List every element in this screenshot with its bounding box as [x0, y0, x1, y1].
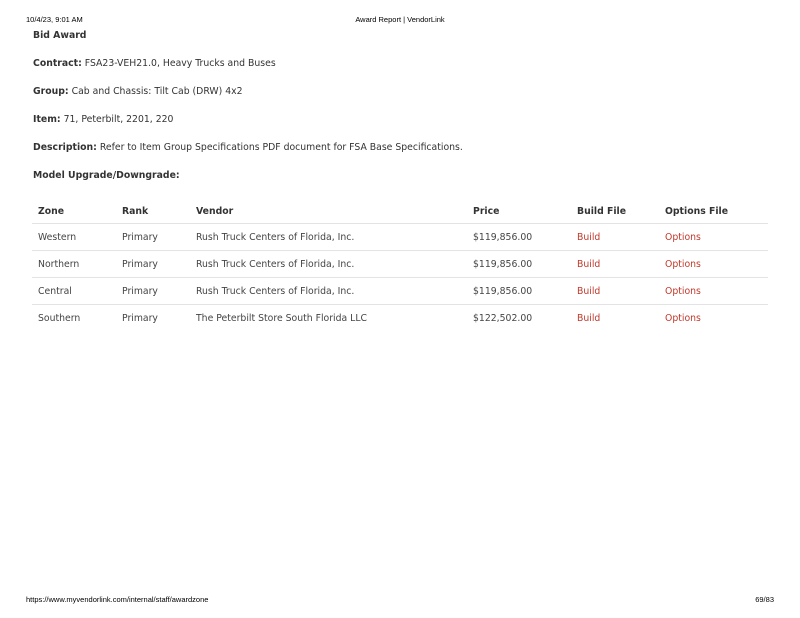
price-cell: $119,856.00	[467, 277, 571, 305]
field-value: 71, Peterbilt, 2201, 220	[63, 114, 174, 125]
field-value: Refer to Item Group Specifications PDF d…	[99, 142, 463, 153]
print-datetime: 10/4/23, 9:01 AM	[26, 15, 83, 24]
vendor-cell: Rush Truck Centers of Florida, Inc.	[190, 277, 467, 305]
vendor-cell: Rush Truck Centers of Florida, Inc.	[190, 223, 467, 251]
field-label: Group:	[33, 86, 69, 97]
col-price: Price	[467, 199, 571, 224]
table-header-row: Zone Rank Vendor Price Build File Option…	[32, 199, 768, 224]
zone-cell: Western	[32, 223, 116, 251]
rank-cell: Primary	[116, 223, 190, 251]
vendor-cell: Rush Truck Centers of Florida, Inc.	[190, 250, 467, 278]
col-options-file: Options File	[659, 199, 768, 224]
contract-field: Contract: FSA23-VEH21.0, Heavy Trucks an…	[33, 58, 276, 69]
price-cell: $119,856.00	[467, 250, 571, 278]
col-zone: Zone	[32, 199, 116, 224]
options-link[interactable]: Options	[665, 258, 701, 270]
col-rank: Rank	[116, 199, 190, 224]
table-row: Northern Primary Rush Truck Centers of Flo…	[32, 250, 768, 278]
options-link[interactable]: Options	[665, 312, 701, 324]
build-link[interactable]: Build	[577, 312, 601, 324]
rank-cell: Primary	[116, 250, 190, 278]
col-build-file: Build File	[571, 199, 659, 224]
page-heading: Bid Award	[33, 30, 87, 41]
field-label: Description:	[33, 142, 97, 153]
zone-cell: Northern	[32, 250, 116, 278]
field-label: Contract:	[33, 58, 82, 69]
print-title: Award Report | VendorLink	[355, 15, 445, 24]
field-value: Cab and Chassis: Tilt Cab (DRW) 4x2	[71, 86, 243, 97]
build-link[interactable]: Build	[577, 258, 601, 270]
build-link[interactable]: Build	[577, 285, 601, 297]
options-link-cell: Options	[659, 250, 768, 278]
table-row: Central Primary Rush Truck Centers of Flor…	[32, 277, 768, 305]
model-upgrade-label: Model Upgrade/Downgrade:	[33, 170, 180, 181]
group-field: Group: Cab and Chassis: Tilt Cab (DRW) 4…	[33, 86, 243, 97]
options-link[interactable]: Options	[665, 285, 701, 297]
item-field: Item: 71, Peterbilt, 2201, 220	[33, 114, 173, 125]
rank-cell: Primary	[122, 312, 158, 324]
col-vendor: Vendor	[190, 199, 467, 224]
description-field: Description: Refer to Item Group Specifi…	[33, 142, 463, 153]
rank-cell: Primary	[116, 277, 190, 305]
price-cell: $119,856.00	[467, 223, 571, 251]
page-number: 69/83	[755, 595, 774, 604]
build-link-cell: Build	[571, 223, 659, 251]
zone-cell: Southern	[38, 312, 81, 324]
options-link-cell: Options	[659, 305, 768, 332]
print-url: https://www.myvendorlink.com/internal/st…	[26, 595, 209, 604]
table-row: Southern Primary The Peterbilt Store South…	[32, 305, 768, 332]
options-link-cell: Options	[659, 223, 768, 251]
field-label: Item:	[33, 114, 61, 125]
award-table: Zone Rank Vendor Price Build File Option…	[32, 199, 768, 331]
build-link-cell: Build	[571, 305, 659, 332]
price-cell: $122,502.00	[473, 312, 533, 324]
options-link-cell: Options	[659, 277, 768, 305]
build-link[interactable]: Build	[577, 231, 601, 243]
table-row: Western Primary Rush Truck Centers of Flor…	[32, 223, 768, 251]
zone-cell: Central	[32, 277, 116, 305]
vendor-cell: The Peterbilt Store South Florida LLC	[196, 312, 368, 324]
options-link[interactable]: Options	[665, 231, 701, 243]
build-link-cell: Build	[571, 277, 659, 305]
field-value: FSA23-VEH21.0, Heavy Trucks and Buses	[84, 58, 276, 69]
build-link-cell: Build	[571, 250, 659, 278]
